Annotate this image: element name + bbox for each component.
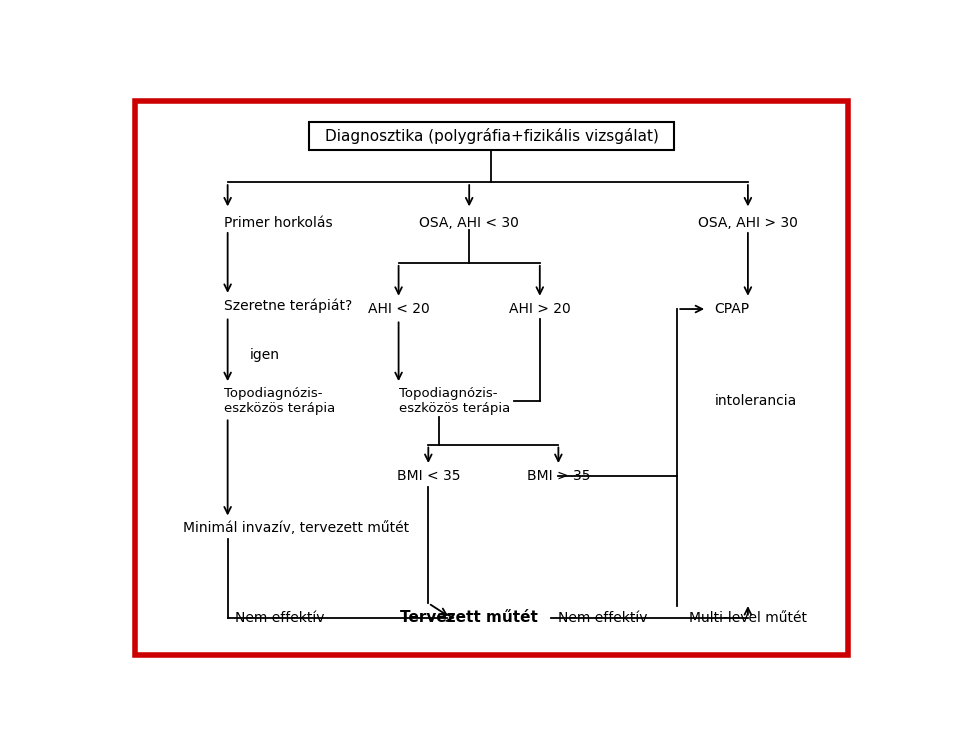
Text: Topodiagnózis-
eszközös terápia: Topodiagnózis- eszközös terápia [224, 387, 336, 415]
Text: OSA, AHI < 30: OSA, AHI < 30 [419, 216, 519, 229]
Text: Minimál invazív, tervezett műtét: Minimál invazív, tervezett műtét [183, 521, 409, 536]
Text: AHI > 20: AHI > 20 [509, 302, 571, 316]
Text: Diagnosztika (polygráfia+fizikális vizsgálat): Diagnosztika (polygráfia+fizikális vizsg… [324, 128, 659, 144]
Text: AHI < 20: AHI < 20 [367, 302, 430, 316]
Text: Nem effektív: Nem effektív [235, 610, 324, 625]
Text: BMI > 35: BMI > 35 [526, 470, 590, 483]
Text: OSA, AHI > 30: OSA, AHI > 30 [698, 216, 798, 229]
Text: Szeretne terápiát?: Szeretne terápiát? [224, 299, 352, 313]
Text: igen: igen [250, 348, 280, 363]
Bar [310, 121, 673, 151]
Text: Tervezett műtét: Tervezett műtét [400, 610, 538, 625]
Text: Topodiagnózis-
eszközös terápia: Topodiagnózis- eszközös terápia [399, 387, 510, 415]
Text: intolerancia: intolerancia [714, 394, 797, 408]
Text: Primer horkolás: Primer horkolás [224, 216, 333, 229]
Text: BMI < 35: BMI < 35 [397, 470, 460, 483]
Text: Multi-level műtét: Multi-level műtét [689, 610, 807, 625]
Text: Nem effektív: Nem effektív [558, 610, 647, 625]
Text: CPAP: CPAP [714, 302, 750, 316]
